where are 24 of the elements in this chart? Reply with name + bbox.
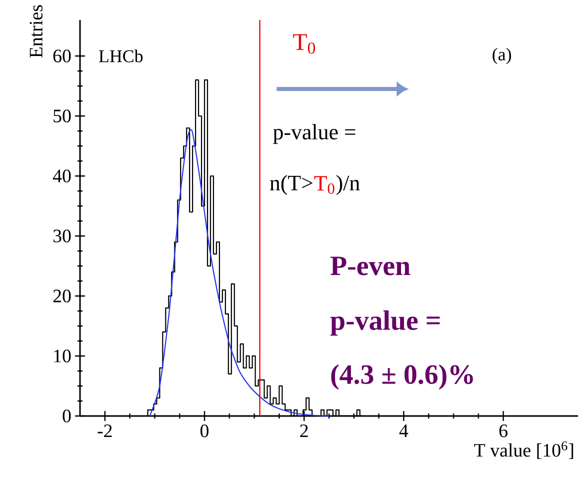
annotation: (4.3 ± 0.6)% bbox=[331, 364, 473, 390]
annotation: )/n bbox=[336, 175, 360, 195]
annotation: T$_{0}$ bbox=[314, 176, 334, 194]
y-axis-title: Entries bbox=[30, 5, 42, 58]
annotation: P-even bbox=[330, 256, 410, 276]
annotation: (a) bbox=[492, 48, 512, 64]
y-tick-label: 0 bbox=[62, 410, 71, 422]
x-tick-label: 2 bbox=[300, 424, 308, 438]
x-tick-label: 4 bbox=[399, 424, 408, 437]
y-tick-label: 30 bbox=[53, 230, 71, 242]
annotation: n(T> bbox=[270, 175, 312, 195]
y-tick-label: 60 bbox=[53, 50, 71, 62]
annotation: p-value = bbox=[273, 124, 356, 144]
x-tick-label: 0 bbox=[200, 424, 209, 438]
y-tick-label: 40 bbox=[52, 170, 71, 182]
x-axis-title: T value [10$^{6}$] bbox=[474, 442, 574, 460]
x-tick-label: 6 bbox=[499, 424, 508, 438]
annotation: T$_{0}$ bbox=[293, 34, 316, 54]
y-tick-label: 50 bbox=[54, 110, 71, 122]
annotation: LHCb bbox=[98, 50, 143, 62]
y-tick-label: 10 bbox=[54, 350, 71, 362]
annotation: p-value = bbox=[330, 310, 440, 336]
y-tick-label: 20 bbox=[53, 290, 71, 302]
x-tick-label: -2 bbox=[98, 424, 112, 438]
